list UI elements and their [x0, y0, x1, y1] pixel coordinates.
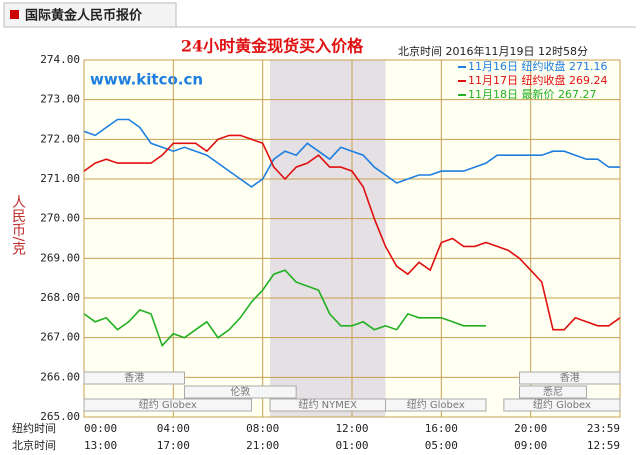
- y-axis-label: 人民币/克: [10, 195, 26, 257]
- x-tick-label-beijing: 13:00: [84, 439, 117, 452]
- session-band: [385, 398, 487, 412]
- session-label: 纽约 Globex: [533, 398, 591, 411]
- chart-subtitle: 北京时间 2016年11月19日 12时58分: [398, 44, 588, 58]
- y-tick-label: 273.00: [40, 93, 80, 106]
- x-row-label: 纽约时间: [12, 421, 56, 435]
- y-tick-label: 268.00: [40, 291, 80, 304]
- series-line: [83, 118, 620, 188]
- x-tick-label: 12:00: [335, 422, 368, 435]
- x-tick-label-beijing: 12:59: [587, 439, 620, 452]
- y-tick-label: 270.00: [40, 212, 80, 225]
- tab[interactable]: [3, 2, 177, 28]
- x-tick-label: 04:00: [157, 422, 190, 435]
- session-label: 纽约 NYMEX: [298, 398, 357, 411]
- session-band: [184, 385, 297, 399]
- tab-icon: [10, 10, 19, 19]
- y-tick-label: 272.00: [40, 132, 80, 145]
- x-tick-label: 00:00: [84, 422, 117, 435]
- legend-entry: 11月17日 纽约收盘 269.24: [468, 73, 607, 87]
- x-tick-label-beijing: 09:00: [514, 439, 547, 452]
- x-tick-label: 08:00: [246, 422, 279, 435]
- x-tick-label-beijing: 17:00: [157, 439, 190, 452]
- session-label: 悉尼: [543, 386, 563, 398]
- y-tick-label: 271.00: [40, 172, 80, 185]
- y-tick-label: 274.00: [40, 53, 80, 66]
- session-label: 香港: [124, 372, 144, 384]
- series-line: [83, 269, 486, 348]
- x-tick-label: 16:00: [425, 422, 458, 435]
- x-tick-label: 23:59: [587, 422, 620, 435]
- series-line: [83, 134, 621, 331]
- x-row-label: 北京时间: [12, 438, 56, 452]
- legend-entry: 11月16日 纽约收盘 271.16: [468, 59, 607, 73]
- session-label: 纽约 Globex: [407, 398, 465, 411]
- session-band: [83, 371, 185, 385]
- session-band: [519, 371, 621, 385]
- session-band: [519, 385, 587, 399]
- session-label: 伦敦: [230, 385, 250, 398]
- session-label: 纽约 Globex: [139, 398, 197, 411]
- tab-title: 国际黄金人民币报价: [25, 8, 143, 24]
- x-tick-label-beijing: 05:00: [425, 439, 458, 452]
- x-tick-label: 20:00: [514, 422, 547, 435]
- x-tick-label-beijing: 01:00: [335, 439, 368, 452]
- legend-entry: 11月18日 最新价 267.27: [468, 87, 596, 101]
- session-band: [83, 398, 252, 412]
- chart-title: 24小时黄金现货买入价格: [181, 37, 364, 56]
- session-band: [503, 398, 621, 412]
- shaded-band: [270, 60, 386, 417]
- x-tick-label-beijing: 21:00: [246, 439, 279, 452]
- watermark: www.kitco.cn: [90, 71, 203, 89]
- y-tick-label: 269.00: [40, 251, 80, 264]
- y-tick-label: 266.00: [40, 370, 80, 383]
- session-label: 香港: [560, 372, 580, 384]
- y-tick-label: 265.00: [40, 410, 80, 423]
- y-tick-label: 267.00: [40, 331, 80, 344]
